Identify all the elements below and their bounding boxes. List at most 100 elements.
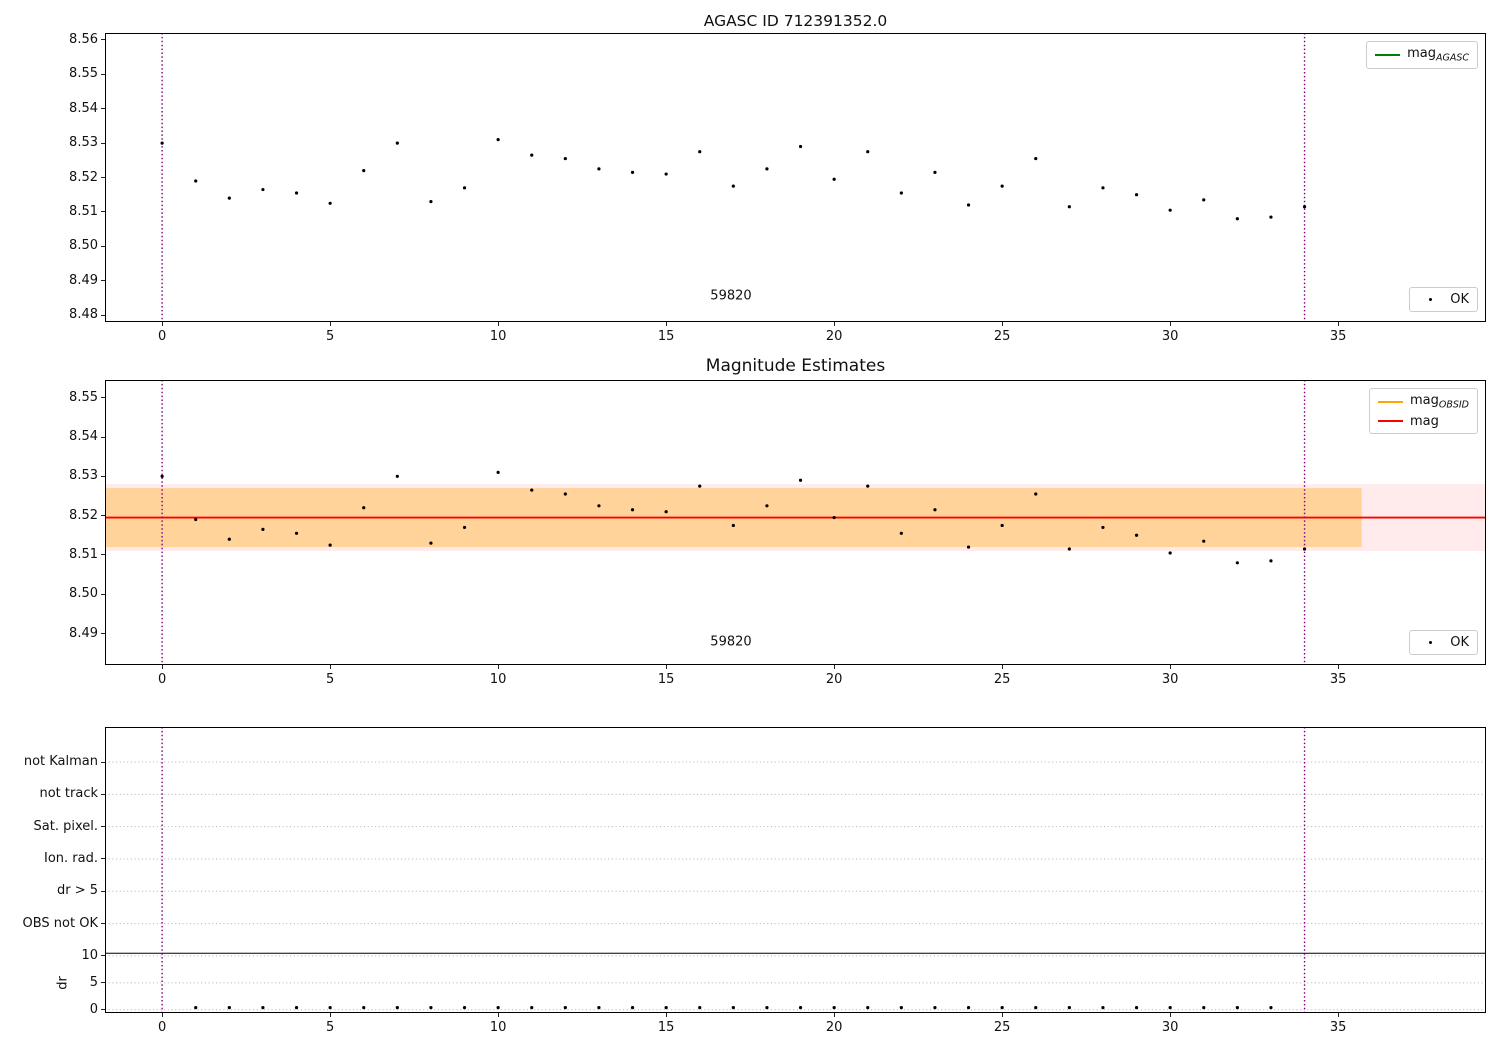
scatter-point bbox=[1269, 559, 1273, 563]
flag-row-label: 5 bbox=[89, 974, 98, 990]
scatter-point bbox=[664, 172, 668, 176]
scatter-point bbox=[563, 1006, 567, 1010]
flag-row-label: Sat. pixel. bbox=[33, 818, 98, 834]
scatter-point bbox=[1034, 1006, 1038, 1010]
scatter-point bbox=[429, 541, 433, 545]
flag-row-label: not track bbox=[39, 786, 98, 802]
legend-line-swatch-icon bbox=[1377, 400, 1403, 403]
scatter-point bbox=[1101, 525, 1105, 530]
scatter-point bbox=[227, 537, 231, 541]
y-tickmark bbox=[101, 245, 105, 247]
plot-area-mag-estimates: 59820 bbox=[105, 380, 1486, 665]
legend-label-subscript: AGASC bbox=[1435, 52, 1469, 64]
scatter-point bbox=[1202, 539, 1206, 543]
legend-entry: OK bbox=[1418, 292, 1469, 307]
y-tickmark bbox=[101, 211, 105, 213]
scatter-point bbox=[261, 1006, 265, 1010]
y-tickmark bbox=[101, 982, 105, 984]
scatter-point bbox=[832, 177, 836, 181]
x-tickmark bbox=[329, 322, 331, 326]
x-tick-label: 30 bbox=[1161, 1020, 1179, 1035]
scatter-point bbox=[1302, 547, 1307, 551]
axes-spines bbox=[105, 380, 1486, 665]
scatter-point bbox=[1168, 1006, 1172, 1010]
x-tickmark bbox=[497, 322, 499, 326]
x-tickmark bbox=[329, 1013, 331, 1017]
legend-entry: OK bbox=[1418, 635, 1469, 650]
legend-box: magAGASC bbox=[1366, 41, 1478, 69]
x-tickmark bbox=[161, 322, 163, 326]
scatter-point bbox=[294, 531, 299, 535]
x-tickmark bbox=[1001, 665, 1003, 669]
scatter-point bbox=[731, 184, 735, 188]
y-tick-label: 8.51 bbox=[69, 203, 98, 219]
y-tickmark bbox=[101, 73, 105, 75]
x-tickmark bbox=[1169, 1013, 1171, 1017]
y-tick-label: 8.52 bbox=[69, 169, 98, 185]
scatter-point bbox=[328, 1006, 332, 1010]
scatter-point bbox=[563, 156, 567, 161]
y-tick-label: 8.55 bbox=[69, 389, 98, 405]
scatter-point bbox=[933, 508, 937, 512]
x-tick-label: 15 bbox=[657, 329, 675, 344]
x-tick-label: 35 bbox=[1329, 1020, 1347, 1035]
scatter-point bbox=[966, 1006, 971, 1010]
y-tickmark bbox=[101, 280, 105, 282]
scatter-point bbox=[933, 1006, 937, 1010]
scatter-point bbox=[1067, 547, 1071, 551]
scatter-point bbox=[194, 517, 198, 522]
scatter-point bbox=[160, 474, 164, 478]
scatter-point bbox=[530, 1006, 534, 1010]
legend-entry: magAGASC bbox=[1375, 46, 1469, 64]
y-tick-label: 8.54 bbox=[69, 100, 98, 116]
flag-row-label: 0 bbox=[89, 1001, 98, 1017]
legend-entry: mag bbox=[1377, 414, 1469, 429]
scatter-point bbox=[362, 1006, 366, 1010]
chart1-title: AGASC ID 712391352.0 bbox=[703, 12, 888, 30]
scatter-point bbox=[1235, 561, 1239, 565]
scatter-point bbox=[261, 527, 265, 531]
y-tick-label: 8.52 bbox=[69, 507, 98, 523]
x-tickmark bbox=[1337, 1013, 1339, 1017]
scatter-point bbox=[933, 170, 937, 174]
x-tickmark bbox=[1001, 1013, 1003, 1017]
scatter-point bbox=[294, 191, 299, 195]
scatter-point bbox=[462, 1006, 467, 1010]
scatter-point bbox=[765, 504, 769, 508]
obsid-annotation: 59820 bbox=[710, 634, 751, 649]
x-tick-label: 20 bbox=[825, 672, 843, 687]
scatter-point bbox=[630, 508, 635, 512]
y-tickmark bbox=[101, 142, 105, 144]
x-tick-label: 10 bbox=[489, 329, 507, 344]
legend-label: magOBSID bbox=[1409, 393, 1469, 411]
x-tickmark bbox=[833, 322, 835, 326]
scatter-point bbox=[664, 510, 668, 514]
plot-svg-mag-estimates: 59820 bbox=[105, 380, 1486, 665]
y-tick-label: 8.56 bbox=[69, 31, 98, 47]
x-tickmark bbox=[1169, 665, 1171, 669]
scatter-point bbox=[1302, 205, 1307, 209]
y-tickmark bbox=[101, 177, 105, 178]
scatter-point bbox=[227, 1006, 231, 1010]
x-tickmark bbox=[833, 1013, 835, 1017]
y-tick-label: 8.55 bbox=[69, 66, 98, 82]
scatter-point bbox=[462, 525, 467, 530]
y-tickmark bbox=[101, 955, 105, 957]
scatter-point bbox=[261, 187, 265, 192]
y-tick-label: 8.48 bbox=[69, 307, 98, 323]
scatter-point bbox=[328, 201, 332, 205]
x-tickmark bbox=[497, 1013, 499, 1017]
x-tick-label: 30 bbox=[1161, 329, 1179, 344]
legend-entry: magOBSID bbox=[1377, 393, 1469, 411]
x-tick-label: 10 bbox=[489, 672, 507, 687]
scatter-point bbox=[698, 150, 702, 154]
scatter-point bbox=[1134, 533, 1139, 537]
scatter-point bbox=[597, 167, 601, 171]
x-tickmark bbox=[665, 322, 667, 326]
scatter-point bbox=[1000, 184, 1004, 188]
scatter-point bbox=[530, 488, 534, 492]
scatter-point bbox=[1269, 1006, 1273, 1010]
scatter-point bbox=[1269, 215, 1273, 219]
chart2-title: Magnitude Estimates bbox=[705, 356, 886, 376]
scatter-point bbox=[1000, 523, 1004, 528]
